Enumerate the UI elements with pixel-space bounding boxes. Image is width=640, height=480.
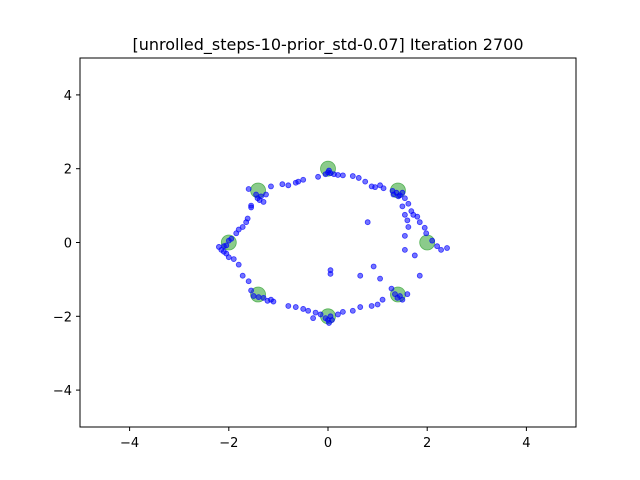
sample-point [357, 304, 364, 310]
sample-point [315, 173, 321, 180]
sample-point [444, 245, 450, 251]
sample-point [239, 272, 246, 279]
sample-point [349, 173, 356, 179]
sample-point [300, 176, 307, 183]
axis-ticks: −4 −2 0 2 4 −4 −2 0 2 4 [53, 89, 531, 451]
sample-point [230, 256, 237, 263]
sample-point [317, 311, 324, 318]
sample-point [260, 294, 267, 301]
sample-point [215, 244, 222, 250]
sample-point [405, 224, 412, 230]
sample-point [322, 315, 329, 322]
sample-point [300, 306, 307, 312]
sample-point [357, 272, 364, 279]
sample-point [248, 202, 255, 209]
sample-point [295, 178, 302, 185]
plot-area [79, 57, 577, 428]
sample-point [292, 304, 299, 310]
sample-point [312, 309, 319, 316]
sample-point [379, 296, 386, 303]
sample-point [279, 181, 286, 188]
sample-point [349, 307, 356, 314]
data-points [215, 160, 450, 326]
sample-point [429, 237, 436, 244]
sample-point [404, 217, 411, 224]
sample-point [399, 296, 406, 303]
sample-point [335, 172, 341, 178]
sample-point [401, 195, 408, 202]
sample-point [248, 287, 255, 294]
sample-point [411, 252, 418, 259]
sample-point [268, 183, 274, 190]
sample-point [380, 185, 387, 192]
sample-point [377, 275, 383, 282]
sample-point [362, 178, 369, 185]
sample-point [399, 203, 406, 210]
x-tick-label: −2 [219, 436, 238, 451]
sample-point [416, 272, 423, 279]
sample-point [416, 219, 423, 226]
sample-point [335, 311, 341, 318]
y-tick-label: 2 [64, 163, 72, 178]
sample-point [245, 186, 252, 192]
sample-point [421, 224, 428, 231]
y-tick-label: 0 [64, 237, 72, 252]
sample-point [395, 193, 402, 200]
sample-point [244, 215, 251, 222]
sample-point [401, 232, 408, 239]
sample-point [392, 291, 398, 298]
sample-point [339, 308, 346, 315]
sample-point [364, 219, 371, 226]
sample-point [434, 243, 441, 250]
sample-point [235, 261, 242, 268]
sample-point [235, 226, 242, 233]
sample-point [414, 213, 421, 220]
sample-point [368, 303, 375, 309]
y-tick-label: −2 [53, 310, 72, 325]
sample-point [260, 199, 267, 205]
sample-point [374, 301, 381, 308]
x-tick-label: 2 [423, 436, 431, 451]
x-tick-label: 4 [522, 436, 530, 451]
sample-point [401, 246, 408, 253]
sample-point [329, 317, 335, 323]
sample-point [399, 189, 406, 196]
sample-point [438, 246, 444, 253]
y-tick-label: −4 [53, 384, 72, 399]
sample-point [264, 297, 271, 304]
sample-point [250, 293, 257, 299]
sample-point [322, 171, 329, 178]
chart-title: [unrolled_steps-10-prior_std-0.07] Itera… [133, 35, 524, 55]
sample-point [263, 191, 269, 198]
sample-point [255, 294, 262, 301]
sample-point [258, 193, 264, 200]
sample-point [285, 303, 292, 309]
sample-point [401, 211, 408, 218]
y-tick-label: 4 [64, 89, 72, 104]
sample-point [355, 175, 362, 181]
sample-point [310, 315, 317, 322]
sample-point [423, 230, 430, 237]
sample-point [305, 307, 312, 314]
sample-point [239, 224, 246, 230]
sample-point [405, 200, 412, 207]
sample-point [228, 235, 235, 242]
sample-point [339, 172, 346, 179]
sample-point [389, 187, 396, 194]
sample-point [285, 182, 292, 189]
sample-point [370, 263, 377, 270]
sample-point [404, 291, 411, 298]
sample-point [327, 270, 334, 277]
x-tick-label: 0 [324, 436, 332, 451]
sample-point [372, 184, 379, 191]
sample-point [223, 242, 230, 249]
sample-point [388, 285, 395, 292]
x-tick-label: −4 [120, 436, 139, 451]
sample-point [245, 278, 252, 285]
